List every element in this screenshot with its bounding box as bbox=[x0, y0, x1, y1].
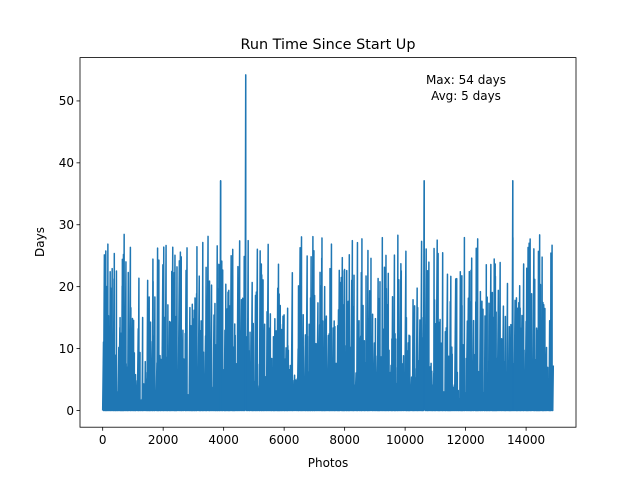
y-tick-label: 20 bbox=[59, 280, 74, 294]
x-axis-label: Photos bbox=[308, 456, 348, 470]
y-tick-label: 50 bbox=[59, 94, 74, 108]
x-tick-label: 14000 bbox=[507, 433, 545, 447]
x-tick-label: 6000 bbox=[269, 433, 300, 447]
chart-title: Run Time Since Start Up bbox=[241, 37, 416, 53]
x-tick-label: 0 bbox=[99, 433, 107, 447]
x-tick-label: 2000 bbox=[148, 433, 179, 447]
y-tick-label: 40 bbox=[59, 156, 74, 170]
y-axis-ticks: 0 10 20 30 40 50 bbox=[59, 94, 80, 418]
x-axis-ticks: 0 2000 4000 6000 8000 10000 12000 14000 bbox=[99, 427, 545, 447]
y-tick-label: 0 bbox=[66, 404, 74, 418]
y-axis-label: Days bbox=[33, 227, 47, 257]
annotation-avg: Avg: 5 days bbox=[431, 89, 501, 103]
x-tick-label: 8000 bbox=[329, 433, 360, 447]
series-line bbox=[101, 74, 555, 412]
x-tick-label: 10000 bbox=[386, 433, 424, 447]
x-tick-label: 12000 bbox=[447, 433, 485, 447]
plot-frame bbox=[79, 57, 577, 428]
annotation-max: Max: 54 days bbox=[426, 73, 506, 87]
y-tick-label: 30 bbox=[59, 218, 74, 232]
y-tick-label: 10 bbox=[59, 342, 74, 356]
series-layer bbox=[101, 74, 555, 412]
x-tick-label: 4000 bbox=[208, 433, 239, 447]
